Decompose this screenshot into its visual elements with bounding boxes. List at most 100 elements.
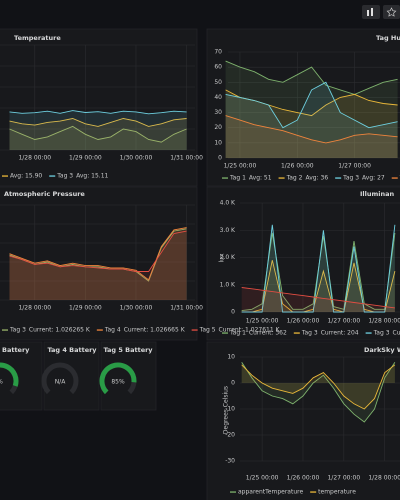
gauge-title: Tag 4 Battery bbox=[47, 346, 97, 354]
area-fill bbox=[225, 89, 398, 158]
legend-swatch bbox=[96, 329, 103, 331]
area-fill bbox=[225, 61, 398, 158]
series-line bbox=[225, 115, 398, 144]
x-tick-label: 1/25 00:00 bbox=[224, 163, 257, 170]
area-fill bbox=[225, 115, 398, 158]
y-tick-label: 60 bbox=[214, 64, 222, 71]
area-fill bbox=[241, 364, 395, 409]
x-tick-label: 1/28 00:00 bbox=[368, 318, 400, 325]
series-line bbox=[9, 110, 187, 115]
legend-swatch bbox=[191, 329, 198, 331]
x-tick-label: 1/25 00:00 bbox=[246, 475, 279, 482]
x-tick-label: 1/30 00:00 bbox=[120, 305, 153, 312]
y-tick-label: 0 bbox=[231, 380, 235, 387]
gauge-title: Battery bbox=[2, 346, 30, 354]
x-tick-label: 1/25 00:00 bbox=[246, 318, 279, 325]
panel bbox=[0, 28, 198, 187]
panel bbox=[206, 341, 400, 500]
legend-swatch bbox=[2, 175, 8, 177]
area-fill bbox=[9, 228, 187, 300]
x-tick-label: 1/26 00:00 bbox=[287, 475, 320, 482]
series-line bbox=[9, 230, 187, 272]
area-fill bbox=[9, 231, 187, 300]
series-line bbox=[9, 118, 187, 127]
area-fill bbox=[225, 82, 398, 158]
legend-name: Tag 3 bbox=[9, 327, 26, 334]
legend-name: Tag 3 bbox=[301, 330, 318, 337]
y-tick-label: 0 bbox=[231, 309, 235, 316]
y-tick-label: -20 bbox=[225, 432, 235, 439]
y-tick-label: -10 bbox=[225, 406, 235, 413]
gauge-label: N/A bbox=[55, 379, 67, 386]
legend-stat: Current: 204 bbox=[321, 330, 359, 337]
legend-name: apparentTemperature bbox=[238, 489, 303, 496]
series-line bbox=[9, 227, 187, 281]
x-tick-label: 1/27 00:00 bbox=[327, 475, 360, 482]
y-tick-label: 10 bbox=[214, 139, 222, 146]
panel-title: DarkSky We bbox=[364, 346, 400, 354]
legend-name: Tag 2 bbox=[286, 175, 303, 182]
y-tick-label: 40 bbox=[214, 94, 222, 101]
legend-stat: Avg: 15.90 bbox=[10, 173, 42, 180]
y-tick-label: 30 bbox=[214, 109, 222, 116]
panel-title: Illuminan bbox=[360, 190, 395, 198]
legend-stat: Avg: 15.11 bbox=[76, 173, 108, 180]
legend-stat: Current: 1.027611 K bbox=[219, 327, 281, 334]
area-fill bbox=[241, 260, 395, 312]
legend-name: Tag 3 bbox=[342, 175, 359, 182]
legend-name: temperature bbox=[318, 489, 356, 496]
gauge-label: 85% bbox=[111, 379, 125, 386]
legend-swatch bbox=[230, 491, 236, 493]
legend-name: Tag 4 bbox=[399, 175, 400, 182]
series-line bbox=[241, 361, 396, 423]
y-tick-label: 10 bbox=[227, 354, 235, 361]
x-tick-label: 1/29 00:00 bbox=[69, 305, 102, 312]
x-tick-label: 1/27 00:00 bbox=[338, 163, 371, 170]
gauge-value bbox=[0, 362, 19, 387]
gauge-value bbox=[99, 362, 137, 395]
y-tick-label: 4.0 K bbox=[220, 200, 236, 207]
y-tick-label: 70 bbox=[214, 49, 222, 56]
area-fill bbox=[9, 118, 187, 150]
legend-swatch bbox=[2, 329, 8, 331]
y-tick-label: 1.0 K bbox=[220, 281, 236, 288]
x-tick-label: 1/27 00:00 bbox=[327, 318, 360, 325]
legend-name: Tag 3 bbox=[56, 173, 73, 180]
y-tick-label: 0 bbox=[218, 155, 222, 162]
series-line bbox=[241, 260, 396, 313]
legend-swatch bbox=[293, 332, 300, 334]
gauge-title: Tag 5 Battery bbox=[103, 346, 153, 354]
legend-swatch bbox=[222, 332, 228, 334]
icon bbox=[371, 8, 373, 16]
area-fill bbox=[9, 227, 187, 300]
y-tick-label: 20 bbox=[214, 124, 222, 131]
x-tick-label: 1/28 00:00 bbox=[368, 475, 400, 482]
y-tick-label: 2.0 K bbox=[220, 254, 236, 261]
legend-stat: Avg: 51 bbox=[249, 175, 272, 182]
star-button[interactable] bbox=[383, 5, 400, 19]
gauge-label: % bbox=[0, 379, 3, 386]
series-line bbox=[9, 125, 187, 143]
legend-stat: Current: 3.159 K bbox=[393, 330, 400, 337]
panel bbox=[0, 341, 43, 411]
icon bbox=[367, 10, 369, 16]
y-axis-label: lux bbox=[219, 253, 226, 262]
legend-swatch bbox=[335, 177, 342, 179]
series-line bbox=[225, 60, 398, 95]
x-tick-label: 1/31 00:00 bbox=[170, 155, 203, 162]
panel-title: Temperature bbox=[14, 34, 61, 42]
area-fill bbox=[241, 362, 395, 422]
x-tick-label: 1/29 00:00 bbox=[69, 155, 102, 162]
area-fill bbox=[9, 126, 187, 150]
series-line bbox=[241, 364, 396, 410]
y-tick-label: -30 bbox=[225, 458, 235, 465]
panel-title: Tag Humi bbox=[376, 34, 400, 42]
series-line bbox=[241, 224, 396, 313]
legend-swatch bbox=[278, 177, 285, 179]
x-tick-label: 1/28 00:00 bbox=[18, 155, 51, 162]
legend-swatch bbox=[391, 177, 398, 179]
area-fill bbox=[9, 110, 187, 150]
y-tick-label: 3.0 K bbox=[220, 227, 236, 234]
